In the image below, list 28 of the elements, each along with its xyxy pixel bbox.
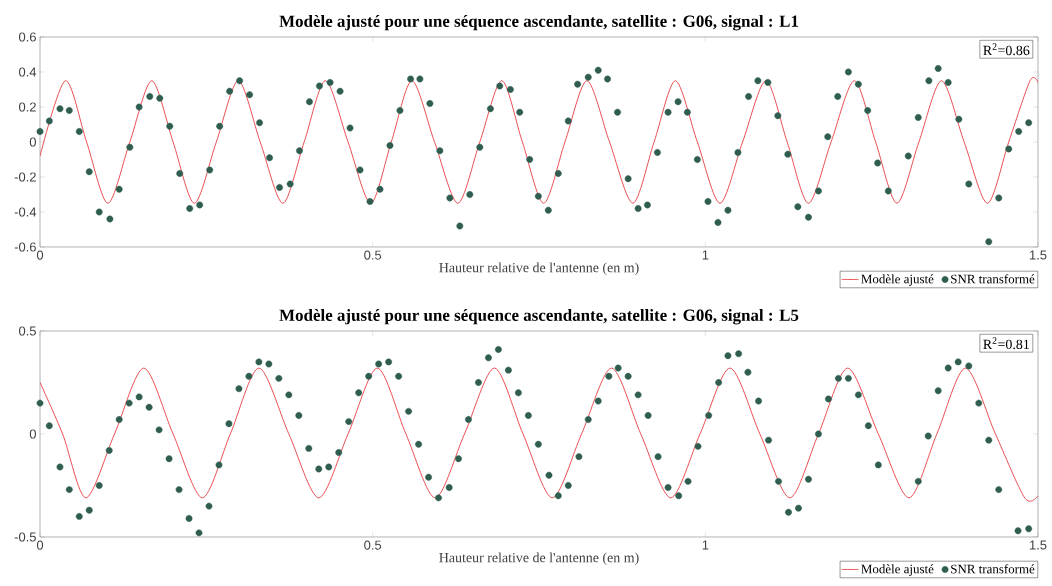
x-tick-label: 0.5	[364, 540, 382, 550]
y-tick-label: 0.5	[18, 326, 36, 336]
x-axis-title: Hauteur relative de l'antenne (en m)	[439, 552, 639, 566]
y-tick-label: -0.6	[14, 242, 36, 252]
y-tick-label: 0	[29, 429, 36, 439]
y-tick-label: -0.4	[14, 207, 37, 217]
y-tick-label: -0.2	[14, 172, 36, 182]
x-tick-label: 1.5	[1029, 540, 1047, 550]
legend-label: SNR transformé	[951, 564, 1035, 574]
annotation: R$^{2}$=0.86	[983, 43, 1030, 56]
x-tick-label: 0	[36, 540, 44, 550]
x-tick-label: 0	[36, 250, 44, 260]
y-tick-label: 0	[29, 137, 36, 147]
y-tick-label: 0.6	[18, 32, 36, 42]
legend-label: Modèle ajusté	[861, 274, 934, 286]
chart-title: Modèle ajusté pour une séquence ascendante, satellite : G06, signal : L5	[279, 308, 799, 325]
y-tick-label: -0.5	[14, 532, 36, 542]
x-tick-label: 1	[702, 540, 709, 550]
x-axis-title: Hauteur relative de l'antenne (en m)	[439, 262, 639, 276]
x-tick-label: 1.5	[1029, 250, 1047, 260]
y-tick-label: 0.2	[18, 102, 36, 112]
legend-label: SNR transformé	[951, 274, 1035, 284]
x-tick-label: 0.5	[364, 250, 382, 260]
x-tick-label: 1	[702, 250, 709, 260]
annotation: R$^{2}$=0.81	[983, 337, 1029, 350]
y-tick-label: 0.4	[18, 67, 37, 77]
legend-label: Modèle ajusté	[861, 564, 934, 576]
chart-title: Modèle ajusté pour une séquence ascendante, satellite : G06, signal : L1	[279, 14, 799, 31]
